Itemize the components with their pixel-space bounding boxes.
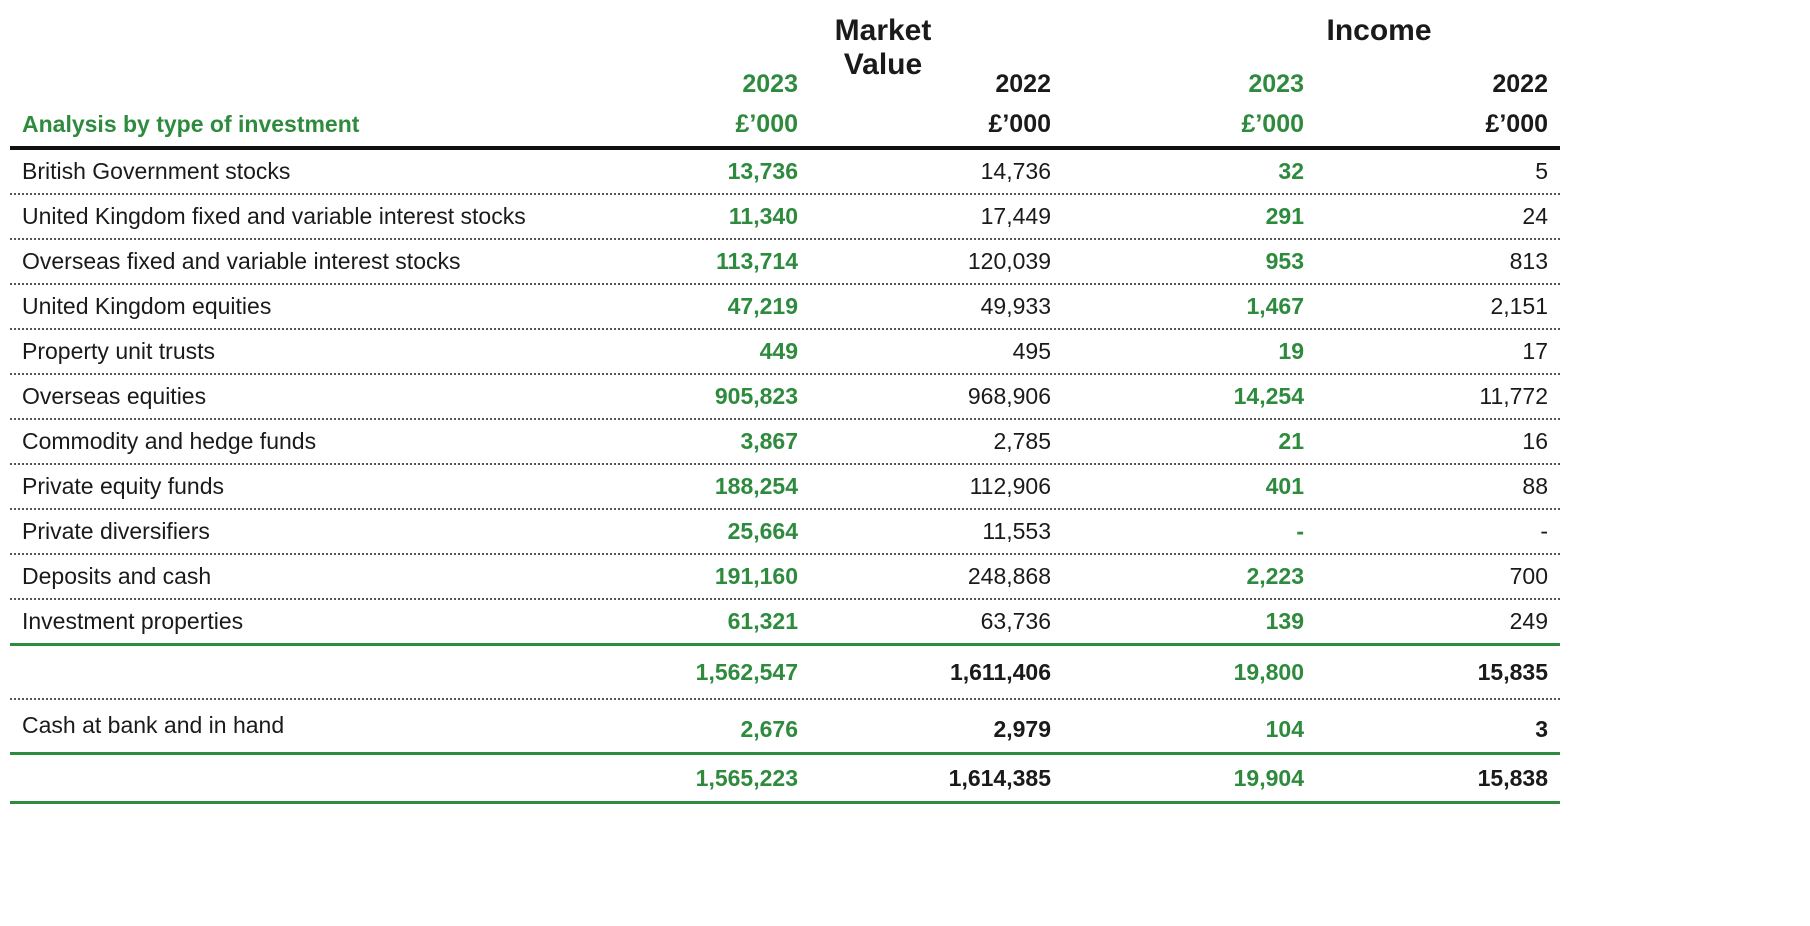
row-mv-2022: 11,553 bbox=[982, 518, 1051, 544]
row-income-2023: 32 bbox=[1278, 158, 1304, 184]
year-mv-2022: 2022 bbox=[995, 69, 1051, 98]
cash-mv-2022: 2,979 bbox=[993, 715, 1051, 742]
row-income-2022: 24 bbox=[1522, 203, 1548, 229]
row-mv-2022: 248,868 bbox=[967, 563, 1051, 589]
table-row: Private equity funds 188,254 112,906 401 88 bbox=[10, 465, 1560, 510]
grand-total-income-2023: 19,904 bbox=[1233, 764, 1304, 791]
row-income-2022: 17 bbox=[1522, 338, 1548, 364]
table-row: Overseas equities 905,823 968,906 14,254 11,… bbox=[10, 375, 1560, 420]
row-mv-2022: 2,785 bbox=[993, 428, 1051, 454]
unit-mv-2022: £’000 bbox=[988, 109, 1051, 138]
row-income-2022: 5 bbox=[1535, 158, 1548, 184]
row-income-2023: - bbox=[1296, 518, 1304, 544]
grand-total-mv-2022: 1,614,385 bbox=[948, 764, 1051, 791]
row-mv-2023: 25,664 bbox=[727, 518, 798, 544]
row-mv-2022: 49,933 bbox=[980, 293, 1051, 319]
table-row: Deposits and cash 191,160 248,868 2,223 700 bbox=[10, 555, 1560, 600]
table-row: United Kingdom fixed and variable intere… bbox=[10, 195, 1560, 240]
table-row: Investment properties 61,321 63,736 139 249 bbox=[10, 600, 1560, 643]
group-header-row: Market Value Income bbox=[10, 0, 1560, 81]
row-income-2022: 11,772 bbox=[1479, 383, 1548, 409]
row-income-2022: 16 bbox=[1522, 428, 1548, 454]
row-income-2022: - bbox=[1540, 518, 1548, 544]
year-income-2022: 2022 bbox=[1492, 69, 1548, 98]
row-income-2022: 2,151 bbox=[1490, 293, 1548, 319]
row-income-2023: 1,467 bbox=[1246, 293, 1304, 319]
group-header-market-value: Market Value bbox=[834, 14, 932, 81]
row-label: Investment properties bbox=[22, 608, 244, 634]
row-label: United Kingdom fixed and variable intere… bbox=[22, 203, 526, 229]
table-row: United Kingdom equities 47,219 49,933 1,467… bbox=[10, 285, 1560, 330]
row-mv-2022: 112,906 bbox=[969, 473, 1051, 499]
row-mv-2022: 63,736 bbox=[980, 608, 1051, 634]
row-income-2022: 700 bbox=[1509, 563, 1548, 589]
subtotal-row: 1,562,547 1,611,406 19,800 15,835 bbox=[10, 643, 1560, 700]
grand-total-income-2022: 15,838 bbox=[1477, 764, 1548, 791]
row-mv-2022: 495 bbox=[1012, 338, 1051, 364]
row-mv-2022: 14,736 bbox=[980, 158, 1051, 184]
row-income-2023: 953 bbox=[1265, 248, 1304, 274]
investment-analysis-table: Market Value Income 2023 2022 2023 2022 … bbox=[10, 0, 1560, 804]
table-row: Overseas fixed and variable interest sto… bbox=[10, 240, 1560, 285]
cash-income-2022: 3 bbox=[1535, 715, 1548, 742]
data-rows: British Government stocks 13,736 14,736 32 5… bbox=[10, 150, 1560, 643]
row-mv-2023: 188,254 bbox=[714, 473, 798, 499]
row-mv-2023: 11,340 bbox=[728, 203, 798, 229]
cash-mv-2023: 2,676 bbox=[740, 715, 798, 742]
row-label: Overseas equities bbox=[22, 383, 207, 409]
table-row: British Government stocks 13,736 14,736 32 5 bbox=[10, 150, 1560, 195]
row-mv-2022: 120,039 bbox=[967, 248, 1051, 274]
year-header-row: 2023 2022 2023 2022 bbox=[10, 66, 1560, 102]
year-income-2023: 2023 bbox=[1248, 69, 1304, 98]
row-income-2022: 249 bbox=[1509, 608, 1548, 634]
row-income-2023: 291 bbox=[1265, 203, 1304, 229]
row-mv-2023: 13,736 bbox=[727, 158, 798, 184]
unit-mv-2023: £’000 bbox=[735, 109, 798, 138]
row-income-2023: 401 bbox=[1265, 473, 1304, 499]
row-mv-2022: 968,906 bbox=[967, 383, 1051, 409]
row-income-2022: 813 bbox=[1509, 248, 1548, 274]
row-label: Private diversifiers bbox=[22, 518, 210, 544]
row-label: United Kingdom equities bbox=[22, 293, 272, 319]
cash-row-label: Cash at bank and in hand bbox=[22, 712, 285, 738]
row-label: Property unit trusts bbox=[22, 338, 216, 364]
row-mv-2023: 905,823 bbox=[714, 383, 798, 409]
row-mv-2023: 449 bbox=[759, 338, 798, 364]
row-mv-2023: 191,160 bbox=[714, 563, 798, 589]
table-row: Private diversifiers 25,664 11,553 - - bbox=[10, 510, 1560, 555]
row-mv-2023: 3,867 bbox=[740, 428, 798, 454]
row-mv-2023: 47,219 bbox=[727, 293, 798, 319]
row-mv-2023: 113,714 bbox=[716, 248, 798, 274]
subtotal-mv-2022: 1,611,406 bbox=[949, 658, 1051, 685]
unit-income-2023: £’000 bbox=[1241, 109, 1304, 138]
row-income-2023: 14,254 bbox=[1233, 383, 1304, 409]
row-label: British Government stocks bbox=[22, 158, 291, 184]
grand-total-row: 1,565,223 1,614,385 19,904 15,838 bbox=[10, 752, 1560, 804]
grand-total-mv-2023: 1,565,223 bbox=[695, 764, 798, 791]
row-mv-2023: 61,321 bbox=[727, 608, 798, 634]
unit-income-2022: £’000 bbox=[1485, 109, 1548, 138]
row-label: Commodity and hedge funds bbox=[22, 428, 317, 454]
subtotal-mv-2023: 1,562,547 bbox=[695, 658, 798, 685]
section-title: Analysis by type of investment bbox=[22, 110, 360, 137]
row-mv-2022: 17,449 bbox=[980, 203, 1051, 229]
table-row: Commodity and hedge funds 3,867 2,785 21 16 bbox=[10, 420, 1560, 465]
group-header-income: Income bbox=[1326, 14, 1432, 47]
row-income-2022: 88 bbox=[1522, 473, 1548, 499]
row-label: Private equity funds bbox=[22, 473, 225, 499]
row-income-2023: 19 bbox=[1278, 338, 1304, 364]
row-income-2023: 21 bbox=[1278, 428, 1304, 454]
row-label: Deposits and cash bbox=[22, 563, 212, 589]
subtotal-income-2022: 15,835 bbox=[1477, 658, 1548, 685]
row-label: Overseas fixed and variable interest sto… bbox=[22, 248, 461, 274]
year-mv-2023: 2023 bbox=[742, 69, 798, 98]
row-income-2023: 139 bbox=[1265, 608, 1304, 634]
table-row: Property unit trusts 449 495 19 17 bbox=[10, 330, 1560, 375]
row-income-2023: 2,223 bbox=[1246, 563, 1304, 589]
cash-income-2023: 104 bbox=[1265, 715, 1304, 742]
cash-row: Cash at bank and in hand 2,676 2,979 104… bbox=[10, 700, 1560, 752]
subtotal-income-2023: 19,800 bbox=[1233, 658, 1304, 685]
unit-header-row: Analysis by type of investment £’000 £’0… bbox=[10, 102, 1560, 150]
